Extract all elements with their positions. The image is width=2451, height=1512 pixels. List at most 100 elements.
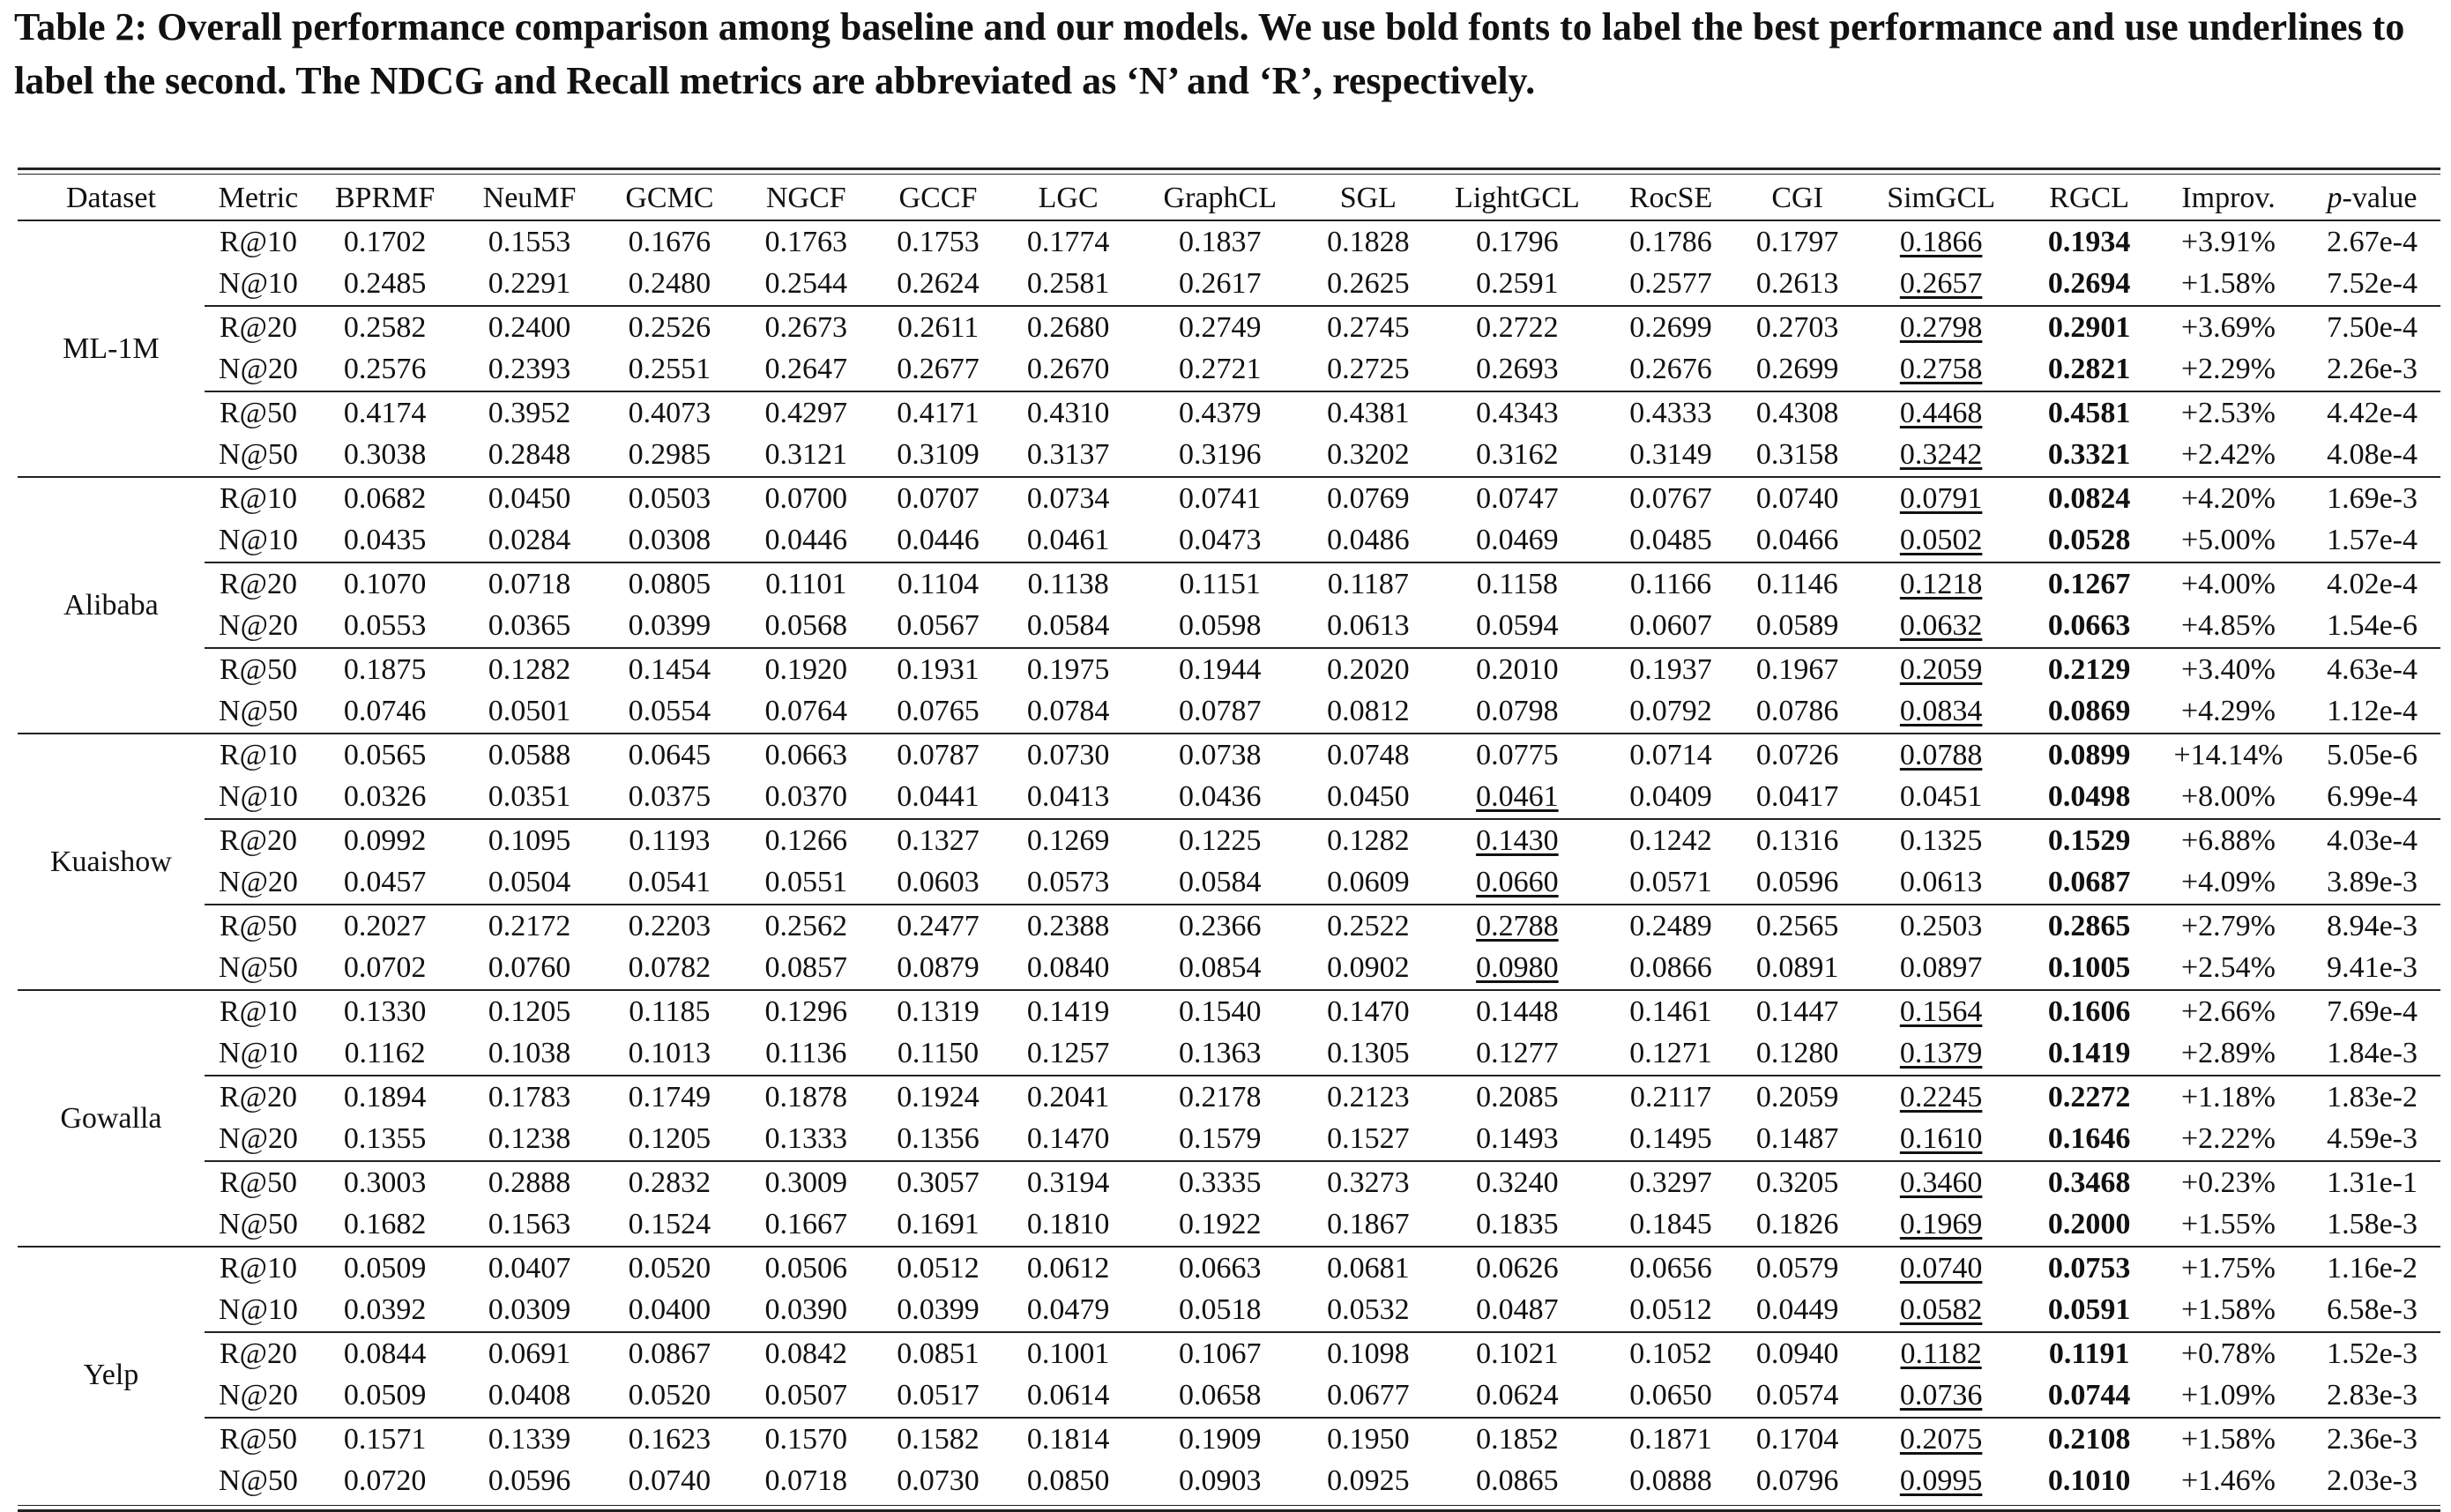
header-pvalue: p-value [2304, 177, 2440, 221]
value: 0.0650 [1629, 1379, 1712, 1412]
value-cell: 0.2647 [738, 349, 875, 392]
value-cell: 0.4333 [1603, 391, 1739, 435]
value-cell: 0.0473 [1135, 520, 1306, 563]
value: 0.1296 [764, 994, 847, 1028]
value: 0.0532 [1327, 1293, 1410, 1327]
value-cell: 0.1021 [1431, 1331, 1604, 1375]
value-cell: 0.0565 [312, 733, 458, 777]
value: 0.2617 [1179, 267, 1262, 301]
value-cell: 0.2178 [1135, 1075, 1306, 1119]
value-cell: 0.1563 [458, 1204, 601, 1248]
improv-cell: +6.88% [2152, 818, 2305, 862]
value-cell: 0.0840 [1002, 948, 1135, 991]
value: 0.2562 [764, 909, 847, 942]
value: 0.2178 [1179, 1080, 1262, 1114]
value: 0.2581 [1026, 267, 1110, 301]
improv-cell: +3.40% [2152, 647, 2305, 691]
value-cell: 0.2581 [1002, 264, 1135, 307]
value-cell: 0.1470 [1305, 989, 1432, 1033]
value: 0.3202 [1327, 438, 1410, 472]
value-cell: 0.3335 [1135, 1160, 1306, 1204]
value: 0.1582 [897, 1422, 980, 1456]
value-cell: 0.1316 [1738, 818, 1857, 862]
value: 0.0409 [1629, 780, 1712, 814]
pvalue-cell: 1.58e-3 [2327, 1208, 2417, 1241]
value: 0.0805 [628, 567, 711, 600]
value: 0.0782 [628, 951, 711, 985]
value: 0.0747 [1476, 481, 1559, 515]
best-value: 0.0899 [2047, 738, 2131, 771]
value: 0.2203 [628, 909, 711, 942]
value: 0.1305 [1327, 1037, 1410, 1070]
value-cell: 0.0603 [875, 862, 1002, 905]
value-cell: 0.0284 [458, 520, 601, 563]
second-best-value: 0.1430 [1476, 823, 1559, 857]
value-cell: 0.0805 [601, 562, 738, 606]
value-cell: 0.0485 [1604, 520, 1739, 563]
value-cell: 0.0940 [1738, 1331, 1857, 1375]
table-row: N@50 0.0746 0.0501 0.0554 0.0764 0.0765 0.0784… [18, 691, 2440, 734]
value-cell: 0.3952 [458, 391, 602, 435]
improv-cell: +2.79% [2152, 904, 2305, 948]
value-cell: 0.3038 [312, 435, 458, 478]
value-cell: 0.1702 [312, 220, 458, 264]
value: 0.2117 [1629, 1080, 1712, 1114]
best-value: 0.1606 [2047, 994, 2131, 1028]
table-row: N@20 0.0457 0.0504 0.0541 0.0551 0.0603 0.0573… [18, 862, 2440, 905]
pvalue-cell: 1.69e-3 [2304, 476, 2440, 520]
value-cell: 0.0399 [875, 1290, 1002, 1333]
value: 0.2522 [1327, 909, 1410, 942]
value-cell: 0.1267 [2025, 562, 2153, 606]
second-best-value: 0.3460 [1899, 1166, 1983, 1199]
value-cell: 0.2749 [1135, 305, 1306, 349]
value: 0.0450 [488, 481, 571, 515]
value-cell: 0.1101 [737, 562, 875, 606]
value-cell: 0.0512 [1604, 1290, 1739, 1333]
value-cell: 0.2617 [1135, 264, 1306, 307]
value-cell: 0.4171 [874, 391, 1002, 435]
value-cell: 0.3009 [737, 1160, 875, 1204]
value-cell: 0.1010 [2025, 1461, 2153, 1503]
value-cell: 0.0791 [1856, 476, 2026, 520]
value-cell: 0.2503 [1856, 904, 2026, 948]
value-cell: 0.1355 [312, 1119, 458, 1162]
value-cell: 0.0520 [601, 1246, 738, 1290]
value-cell: 0.0658 [1135, 1375, 1306, 1419]
value-cell: 0.2485 [312, 264, 458, 307]
header-model-cgi: CGI [1738, 177, 1857, 221]
pvalue-cell: 4.59e-3 [2327, 1122, 2417, 1156]
table-row: ML-1M R@10 0.1702 0.1553 0.1676 0.1763 0.1753 0… [18, 220, 2440, 365]
value-cell: 0.1146 [1738, 562, 1857, 606]
value: 0.1527 [1327, 1122, 1410, 1156]
value-cell: 0.1296 [737, 989, 875, 1033]
value-cell: 0.1826 [1738, 1204, 1856, 1248]
value-cell: 0.0607 [1604, 606, 1739, 649]
value: 0.0784 [1026, 695, 1110, 728]
value: 0.0730 [897, 1464, 980, 1498]
value-cell: 0.3297 [1603, 1160, 1739, 1204]
pvalue-cell: 2.26e-3 [2327, 353, 2417, 386]
value: 0.2551 [628, 353, 711, 386]
value: 0.0486 [1327, 524, 1410, 557]
value: 0.2485 [343, 267, 427, 301]
value: 0.0413 [1026, 780, 1110, 814]
value: 0.0812 [1327, 695, 1410, 728]
value: 0.3952 [488, 396, 571, 429]
second-best-value: 0.2788 [1476, 909, 1559, 942]
improv-cell: +2.66% [2152, 989, 2305, 1033]
value-cell: 0.0718 [458, 562, 602, 606]
value: 0.0798 [1476, 695, 1559, 728]
value-cell: 0.1136 [738, 1033, 875, 1076]
value-cell: 0.1448 [1431, 989, 1604, 1033]
value: 0.0726 [1755, 738, 1839, 771]
value: 0.2624 [897, 267, 980, 301]
value-cell: 0.0714 [1603, 733, 1739, 777]
value: 0.0365 [488, 609, 571, 643]
value-cell: 0.1305 [1306, 1033, 1432, 1076]
value-cell: 0.0579 [1738, 1246, 1857, 1290]
value-cell: 0.1461 [1603, 989, 1739, 1033]
value: 0.0738 [1179, 738, 1262, 771]
table-row: N@10 0.0392 0.0309 0.0400 0.0390 0.0399 0.0479… [18, 1290, 2440, 1333]
value: 0.1579 [1179, 1122, 1262, 1156]
pvalue-cell: 1.57e-4 [2327, 524, 2417, 557]
